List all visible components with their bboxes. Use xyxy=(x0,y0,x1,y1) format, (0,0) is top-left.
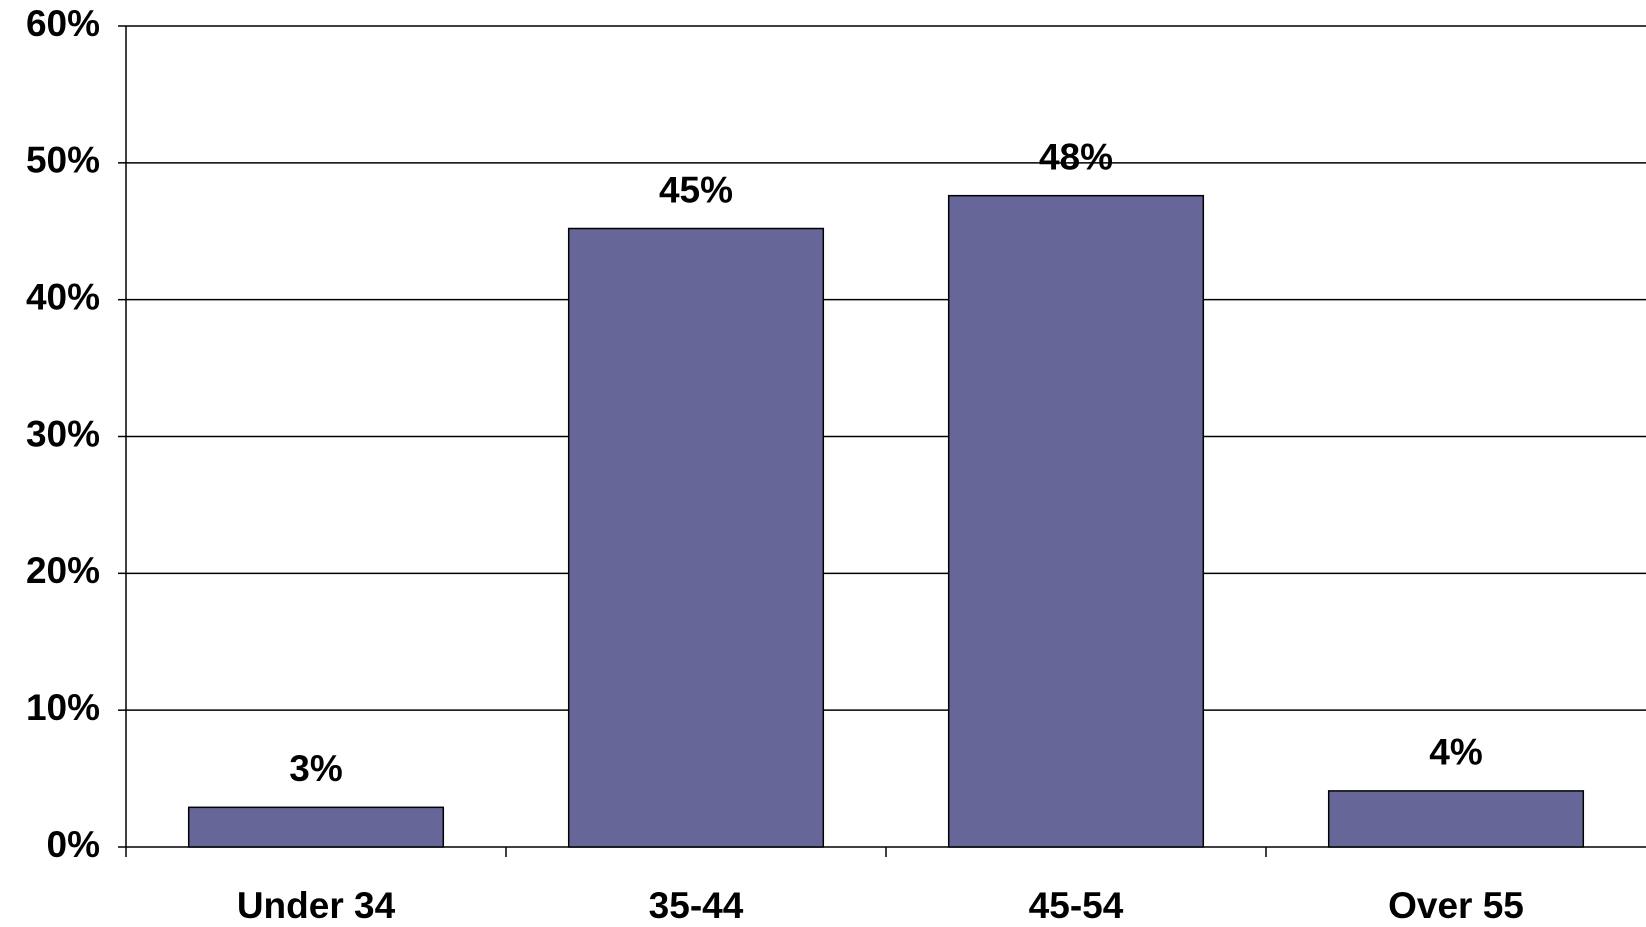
x-tick-label: 35-44 xyxy=(649,885,744,926)
y-tick-label: 10% xyxy=(26,687,100,728)
x-tick-label: Under 34 xyxy=(237,885,396,926)
bar xyxy=(187,806,445,848)
x-tick-label: 45-54 xyxy=(1029,885,1124,926)
bar xyxy=(567,227,825,848)
bar xyxy=(1327,790,1585,848)
bar xyxy=(947,194,1205,848)
y-tick-label: 0% xyxy=(47,824,100,865)
value-label: 4% xyxy=(1429,732,1482,773)
y-tick-label: 40% xyxy=(26,276,100,317)
y-tick-label: 50% xyxy=(26,140,100,181)
value-label: 45% xyxy=(659,169,733,210)
value-label: 48% xyxy=(1039,136,1113,177)
x-tick-label: Over 55 xyxy=(1388,885,1524,926)
value-label: 3% xyxy=(289,748,342,789)
y-tick-label: 60% xyxy=(26,3,100,44)
y-tick-label: 30% xyxy=(26,413,100,454)
y-tick-label: 20% xyxy=(26,550,100,591)
